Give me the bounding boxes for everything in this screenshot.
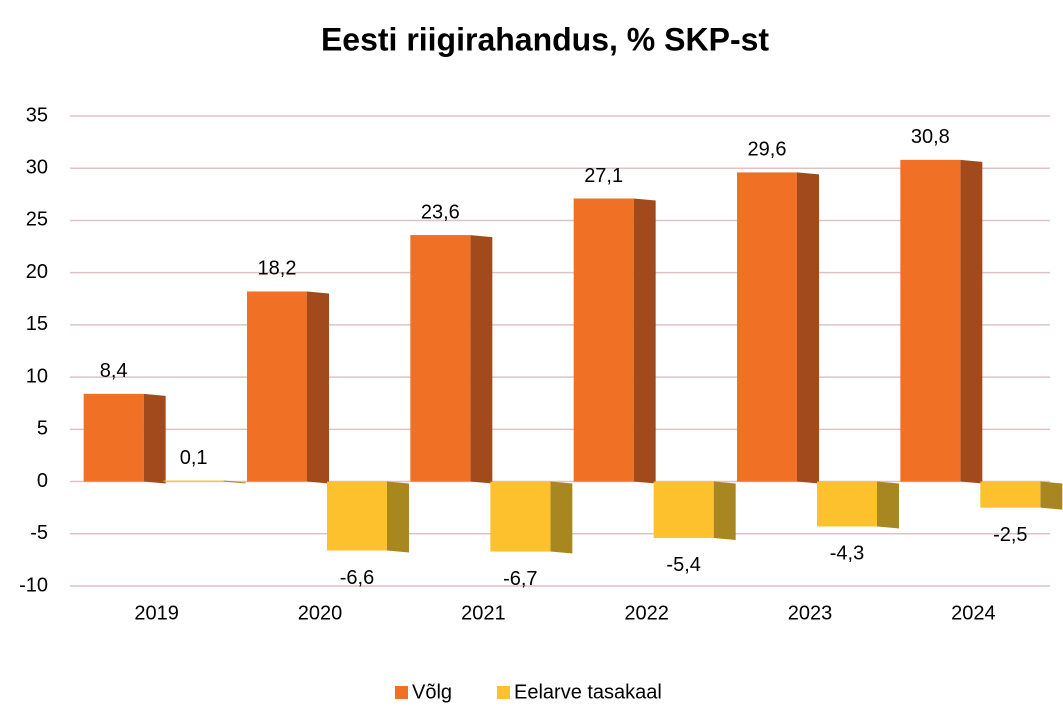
data-label: 23,6 xyxy=(421,201,460,223)
bar xyxy=(327,481,387,551)
data-label: 29,6 xyxy=(748,139,787,161)
y-tick-label: 15 xyxy=(26,313,48,335)
y-tick-label: 35 xyxy=(26,104,48,126)
bar-side xyxy=(960,159,983,484)
bar-side xyxy=(307,291,329,484)
data-label: 27,1 xyxy=(584,165,623,187)
bar-side xyxy=(470,235,493,484)
bar-side xyxy=(797,172,819,484)
bar xyxy=(817,481,877,527)
data-label: -4,3 xyxy=(830,543,864,565)
legend-swatch xyxy=(497,686,510,699)
x-tick-label: 2024 xyxy=(951,602,996,624)
bar xyxy=(737,172,797,482)
bar xyxy=(83,393,144,482)
bar-side xyxy=(713,481,736,540)
bar-side xyxy=(223,480,246,484)
bar-side xyxy=(387,481,409,553)
data-label: -6,6 xyxy=(340,567,374,589)
data-label: -5,4 xyxy=(666,554,700,576)
x-tick-label: 2020 xyxy=(298,602,343,624)
data-label: 30,8 xyxy=(911,126,950,148)
bar xyxy=(490,481,551,552)
bar-side xyxy=(633,198,656,484)
y-tick-label: 30 xyxy=(26,157,48,179)
y-tick-label: 25 xyxy=(26,209,48,231)
y-tick-label: 5 xyxy=(37,418,48,440)
bar xyxy=(573,198,634,482)
bar xyxy=(410,235,471,482)
data-label: 8,4 xyxy=(100,360,128,382)
x-tick-label: 2021 xyxy=(461,602,506,624)
y-tick-label: -5 xyxy=(30,522,48,544)
bar xyxy=(247,291,307,482)
data-label: 0,1 xyxy=(180,447,208,469)
y-tick-label: 0 xyxy=(37,470,48,492)
data-label: 18,2 xyxy=(258,258,297,280)
x-tick-label: 2023 xyxy=(788,602,833,624)
bar-side xyxy=(143,393,166,484)
bar xyxy=(653,481,714,538)
x-tick-label: 2019 xyxy=(134,602,179,624)
y-tick-label: -10 xyxy=(19,574,48,596)
x-tick-label: 2022 xyxy=(624,602,669,624)
legend-swatch xyxy=(395,686,408,699)
bar xyxy=(163,480,224,482)
bar xyxy=(900,159,961,482)
legend-label: Võlg xyxy=(412,681,452,703)
data-label: -6,7 xyxy=(503,568,537,590)
bar xyxy=(980,481,1041,508)
chart-title: Eesti riigirahandus, % SKP-st xyxy=(321,21,769,57)
y-tick-label: 10 xyxy=(26,365,48,387)
bar-side xyxy=(877,481,899,529)
y-tick-label: 20 xyxy=(26,261,48,283)
data-label: -2,5 xyxy=(993,524,1027,546)
bar-side xyxy=(550,481,573,554)
legend-label: Eelarve tasakaal xyxy=(514,681,662,703)
bar-side xyxy=(1040,481,1063,510)
